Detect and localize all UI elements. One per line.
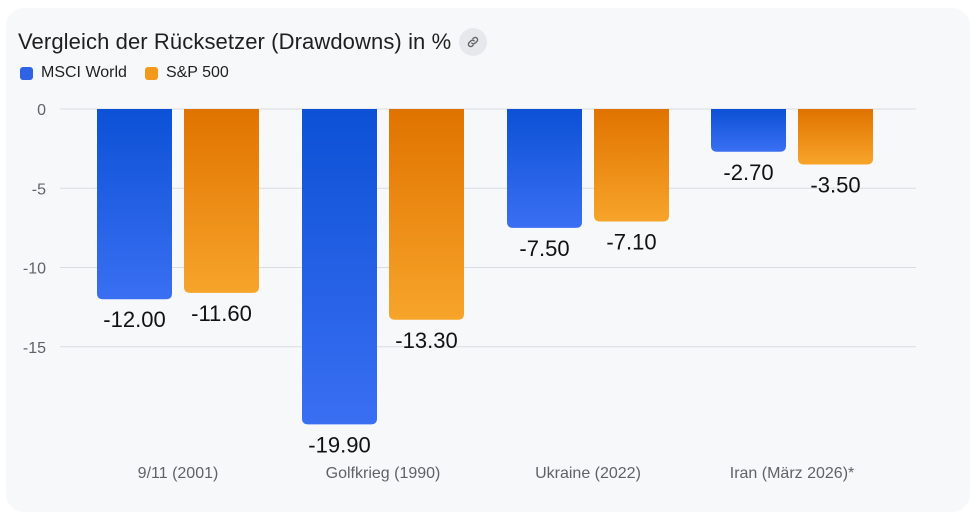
data-label-msci: -19.90 — [308, 432, 370, 457]
legend-swatch-msci — [20, 66, 33, 80]
chart-legend: MSCI World S&P 500 — [20, 64, 247, 82]
bar-msci — [711, 109, 786, 152]
data-label-msci: -12.00 — [103, 307, 165, 332]
data-label-sp500: -3.50 — [810, 172, 860, 197]
legend-label-sp500: S&P 500 — [165, 64, 229, 81]
link-icon — [468, 36, 479, 48]
y-tick-label: -10 — [23, 261, 46, 278]
x-category-label: Ukraine (2022) — [535, 465, 641, 482]
data-label-sp500: -7.10 — [606, 230, 656, 255]
bar-sp500 — [184, 109, 259, 293]
bar-sp500 — [798, 109, 873, 165]
link-button[interactable] — [459, 28, 488, 56]
y-tick-label: 0 — [37, 102, 46, 119]
legend-swatch-sp500 — [144, 66, 158, 80]
data-label-sp500: -11.60 — [191, 301, 252, 326]
data-label-msci: -7.50 — [519, 236, 569, 261]
data-label-msci: -2.70 — [723, 160, 773, 185]
legend-label-msci: MSCI World — [41, 64, 127, 81]
bar-msci — [302, 109, 377, 425]
bar-msci — [97, 109, 172, 300]
legend-item-msci[interactable]: MSCI World — [20, 64, 127, 82]
y-tick-label: -15 — [23, 340, 46, 357]
bar-sp500 — [389, 109, 464, 320]
chart-title: Vergleich der Rücksetzer (Drawdowns) in … — [18, 29, 452, 54]
chart-header: Vergleich der Rücksetzer (Drawdowns) in … — [18, 28, 488, 56]
bar-sp500 — [594, 109, 669, 222]
x-category-label: 9/11 (2001) — [138, 465, 219, 482]
x-category-label: Iran (März 2026)* — [730, 465, 855, 482]
y-tick-label: -5 — [32, 181, 46, 198]
legend-item-sp500[interactable]: S&P 500 — [144, 64, 229, 82]
data-label-sp500: -13.30 — [395, 328, 457, 353]
bar-msci — [507, 109, 582, 228]
x-category-label: Golfkrieg (1990) — [326, 465, 441, 482]
